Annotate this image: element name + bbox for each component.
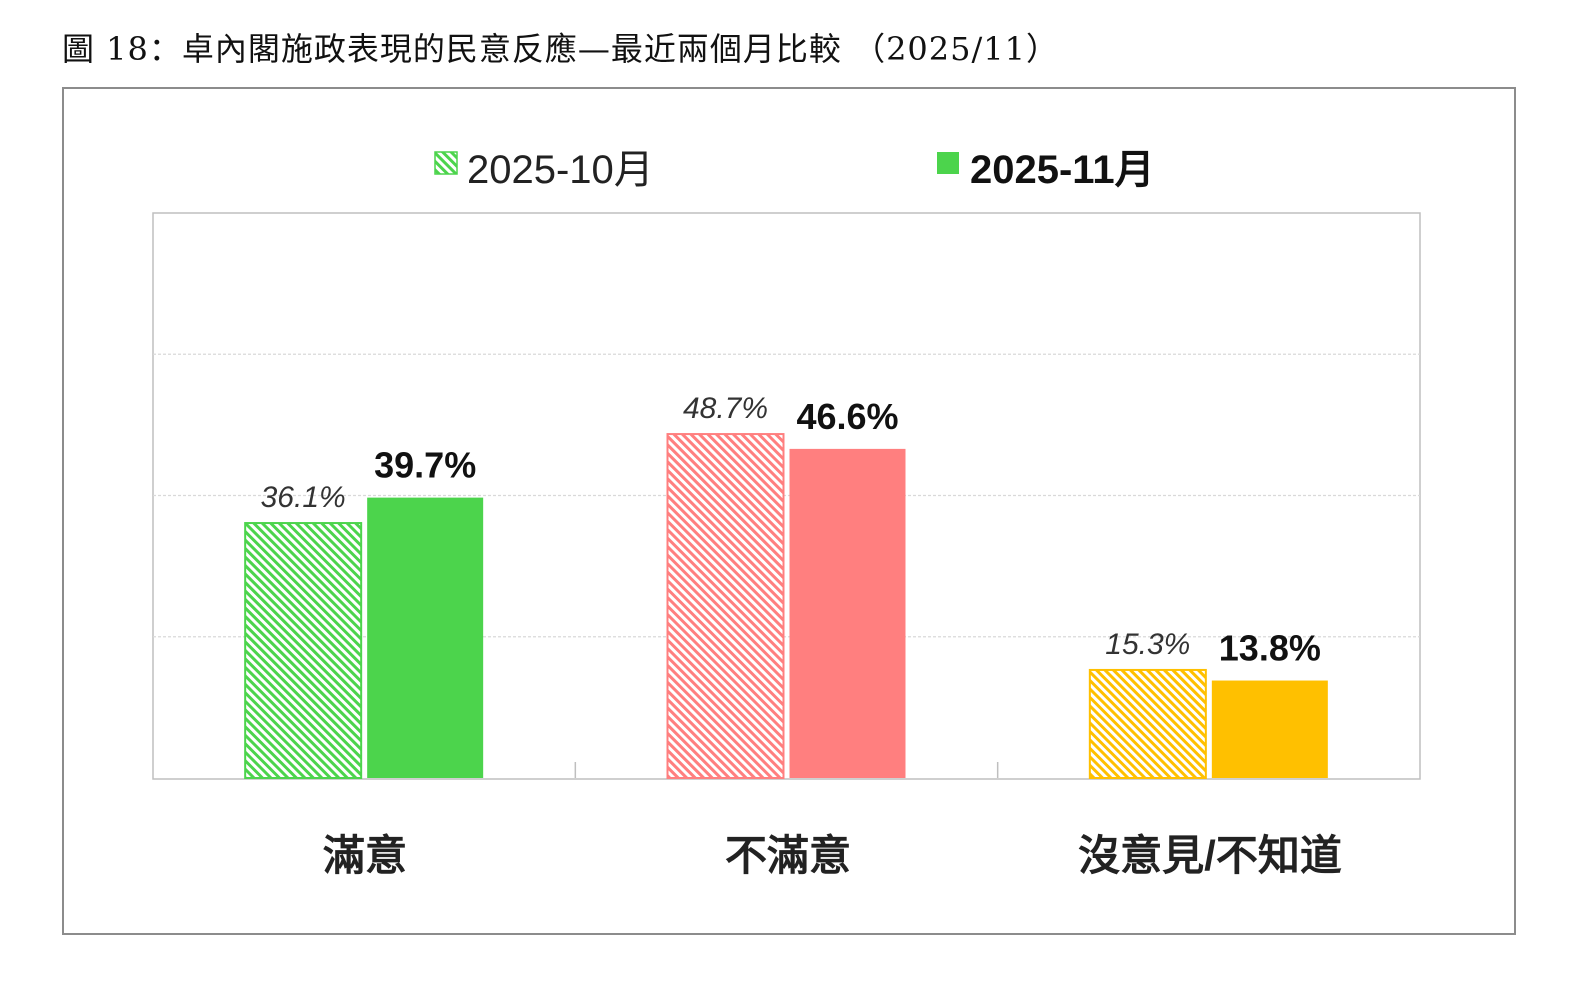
legend-label-oct: 2025-10月: [467, 148, 654, 192]
chart-frame: [62, 87, 1516, 935]
category-label-satisfied: 滿意: [323, 832, 407, 879]
value-label-oct-0: 36.1%: [261, 481, 346, 514]
bar-oct-1: [666, 433, 785, 779]
bar-nov-1: [789, 448, 906, 778]
value-labels: 36.1% 39.7% 48.7% 46.6% 15.3% 13.8%: [261, 392, 1321, 668]
bar-nov-2: [1211, 680, 1328, 778]
bar-nov-0: [367, 497, 484, 778]
legend-swatch-oct: [434, 151, 458, 175]
value-label-oct-2: 15.3%: [1105, 628, 1190, 661]
bars: [244, 433, 1328, 780]
legend-swatch-nov: [937, 152, 959, 174]
value-label-nov-1: 46.6%: [796, 396, 898, 437]
figure-title: 圖 18：卓內閣施政表現的民意反應—最近兩個月比較 （2025/11）: [62, 30, 1060, 68]
value-label-nov-0: 39.7%: [374, 445, 476, 486]
legend: 2025-10月 2025-11月: [434, 148, 1155, 192]
value-label-oct-1: 48.7%: [683, 392, 768, 425]
gridlines: [153, 353, 1420, 638]
category-label-no-opinion: 沒意見/不知道: [1078, 832, 1342, 879]
category-ticks: [574, 762, 999, 778]
bar-oct-0: [244, 522, 363, 780]
legend-label-nov: 2025-11月: [970, 148, 1155, 192]
value-label-nov-2: 13.8%: [1219, 628, 1321, 669]
bar-oct-2: [1088, 668, 1207, 779]
category-label-dissatisfied: 不滿意: [725, 832, 851, 879]
